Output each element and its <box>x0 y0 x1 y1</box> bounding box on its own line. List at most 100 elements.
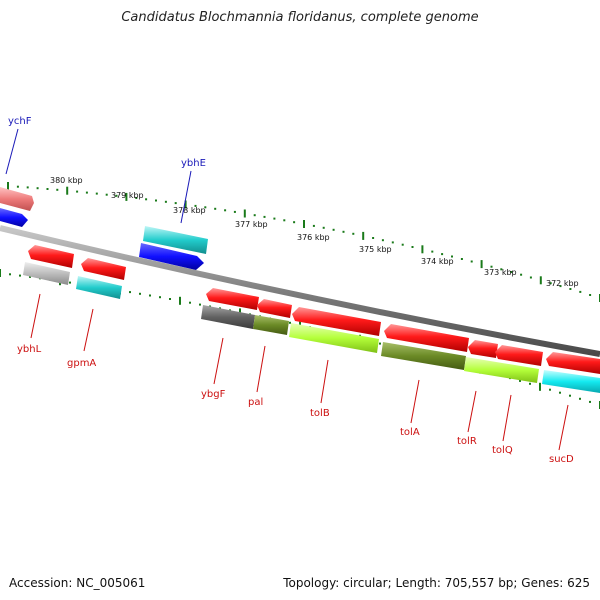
label-tolR: tolR <box>457 436 477 447</box>
label-sucD: sucD <box>549 454 574 465</box>
minor-tick <box>194 204 197 207</box>
gene-ychF[interactable] <box>0 187 34 211</box>
minor-tick <box>76 190 79 193</box>
gene-ybhE[interactable] <box>143 226 208 254</box>
gene-ybgF[interactable] <box>201 305 255 329</box>
minor-tick <box>510 271 513 273</box>
label-pal: pal <box>248 397 263 408</box>
genome-title: Candidatus Blochmannia floridanus, compl… <box>121 10 479 25</box>
minor-tick <box>85 191 88 194</box>
gene-tolA[interactable] <box>381 342 466 370</box>
minor-tick <box>529 382 531 385</box>
minor-tick <box>401 243 404 246</box>
kbp-label-372: 372 kbp <box>546 279 579 288</box>
kbp-label-374: 374 kbp <box>421 257 454 266</box>
minor-tick <box>169 298 171 300</box>
label-ybhE: ybhE <box>181 158 206 169</box>
length-label: Length: <box>395 576 441 590</box>
minor-tick <box>26 186 29 189</box>
minor-tick <box>569 288 572 290</box>
major-tick <box>7 182 9 190</box>
gene-ybhL[interactable] <box>23 262 70 285</box>
gene-red-1[interactable] <box>28 245 74 268</box>
minor-tick <box>164 200 167 203</box>
length-value: 705,557 bp <box>444 576 514 590</box>
minor-tick <box>283 219 286 222</box>
minor-tick <box>312 224 315 227</box>
minor-tick <box>589 400 591 403</box>
gene-pal[interactable] <box>253 315 289 335</box>
minor-tick <box>139 292 141 295</box>
gene-sucD[interactable] <box>542 370 600 393</box>
minor-tick <box>391 241 394 244</box>
gene-tolQ[interactable] <box>464 357 539 383</box>
reverse-leaders <box>30 293 569 451</box>
minor-tick <box>451 255 453 258</box>
minor-tick <box>520 273 523 276</box>
gene-red-6[interactable] <box>384 324 469 352</box>
minor-tick <box>352 232 355 235</box>
minor-tick <box>204 206 207 209</box>
minor-tick <box>372 237 375 239</box>
label-tolA: tolA <box>400 427 420 438</box>
label-ybgF: ybgF <box>201 389 226 400</box>
minor-tick <box>332 228 335 231</box>
gene-red-2[interactable] <box>81 258 126 280</box>
label-ychF: ychF <box>8 116 32 127</box>
gene-forward-blue-left[interactable] <box>0 208 28 227</box>
gene-gpmA[interactable] <box>76 276 122 299</box>
major-tick <box>0 269 1 277</box>
minor-tick <box>233 210 236 213</box>
kbp-label-380: 380 kbp <box>50 176 83 185</box>
gene-red-3[interactable] <box>206 288 259 310</box>
gene-red-9[interactable] <box>546 352 600 374</box>
minor-tick <box>519 379 521 382</box>
minor-tick <box>529 276 532 279</box>
gene-red-8[interactable] <box>495 345 543 366</box>
minor-tick <box>159 296 161 299</box>
gene-forward-blue[interactable] <box>139 243 204 270</box>
label-tolQ: tolQ <box>492 445 513 456</box>
major-tick <box>539 382 541 391</box>
kbp-label-373: 373 kbp <box>484 268 517 277</box>
minor-tick <box>549 388 551 391</box>
minor-tick <box>69 281 71 284</box>
major-tick <box>179 296 181 305</box>
minor-tick <box>490 265 493 268</box>
minor-tick <box>411 246 414 248</box>
minor-tick <box>559 391 561 394</box>
accession-value: NC_005061 <box>76 576 146 590</box>
minor-tick <box>549 282 552 285</box>
kbp-label-375: 375 kbp <box>359 245 392 254</box>
reverse-strand-genes <box>23 245 600 393</box>
major-tick <box>362 231 365 240</box>
accession-label: Accession: <box>9 576 73 590</box>
minor-tick <box>379 342 381 345</box>
minor-tick <box>460 258 463 260</box>
forward-gene-labels: ychF ybhE <box>8 116 206 169</box>
kbp-label-376: 376 kbp <box>297 233 330 242</box>
minor-tick <box>263 215 266 218</box>
major-tick <box>125 192 128 201</box>
gene-red-4[interactable] <box>257 299 292 318</box>
label-ybhL: ybhL <box>17 344 42 355</box>
minor-tick <box>579 397 581 400</box>
gene-red-5[interactable] <box>292 307 381 336</box>
minor-tick <box>19 274 21 277</box>
label-tolB: tolB <box>310 408 330 419</box>
major-tick <box>303 220 305 228</box>
major-tick <box>480 260 483 269</box>
kbp-label-377: 377 kbp <box>235 220 268 229</box>
minor-tick <box>500 268 503 271</box>
minor-tick <box>470 260 473 263</box>
forward-strand-genes <box>0 187 208 270</box>
minor-tick <box>589 294 592 296</box>
gene-red-7[interactable] <box>468 340 498 358</box>
minor-tick <box>29 275 31 278</box>
genes-value: 625 <box>567 576 590 590</box>
kbp-label-378: 378 kbp <box>173 206 206 215</box>
minor-tick <box>56 188 59 191</box>
minor-tick <box>135 197 138 199</box>
minor-tick <box>199 303 201 306</box>
gene-tolB[interactable] <box>289 323 379 353</box>
